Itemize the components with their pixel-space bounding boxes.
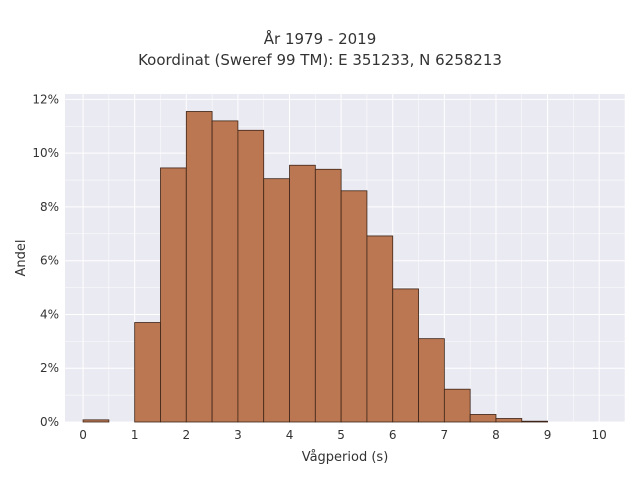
histogram-bar <box>82 419 110 423</box>
x-tick-label: 10 <box>592 428 607 442</box>
histogram-bar <box>366 235 394 423</box>
histogram-bar <box>495 418 523 423</box>
y-axis-label: Andel <box>14 240 29 277</box>
x-tick-label: 9 <box>544 428 552 442</box>
x-tick-label: 7 <box>441 428 449 442</box>
ticks: 0 1 2 3 4 5 6 7 8 9 10 0% 2% 4% 6% 8% 10% 12% <box>32 92 607 442</box>
y-tick-label: 10% <box>32 146 59 160</box>
chart-title-line-2: Koordinat (Sweref 99 TM): E 351233, N 62… <box>138 51 502 69</box>
y-tick-label: 8% <box>40 200 59 214</box>
y-tick-label: 4% <box>40 307 59 321</box>
histogram-bar <box>160 167 187 423</box>
y-tick-label: 12% <box>32 92 59 106</box>
bars <box>82 111 548 423</box>
histogram-bar <box>211 120 239 423</box>
histogram-bar <box>237 129 265 423</box>
y-tick-label: 2% <box>40 361 59 375</box>
x-tick-label: 2 <box>182 428 190 442</box>
histogram-bar <box>289 164 316 423</box>
x-tick-label: 0 <box>79 428 87 442</box>
chart-title-line-1: År 1979 - 2019 <box>263 30 377 48</box>
y-tick-label: 0% <box>40 415 59 429</box>
x-tick-label: 1 <box>131 428 139 442</box>
histogram-bar <box>521 420 548 423</box>
histogram-bar <box>340 190 368 423</box>
x-tick-label: 6 <box>389 428 397 442</box>
y-tick-label: 6% <box>40 254 59 268</box>
histogram-bar <box>392 288 419 423</box>
x-axis-label: Vågperiod (s) <box>302 450 389 465</box>
histogram-bar <box>263 178 290 423</box>
histogram-bar <box>418 338 445 423</box>
histogram-bar <box>185 111 213 423</box>
x-tick-label: 4 <box>286 428 294 442</box>
x-tick-label: 8 <box>492 428 500 442</box>
histogram-bar <box>443 388 471 423</box>
x-tick-label: 3 <box>234 428 242 442</box>
histogram-bar <box>314 168 342 423</box>
histogram-bar <box>134 322 161 423</box>
x-tick-label: 5 <box>337 428 345 442</box>
histogram-bar <box>469 414 497 423</box>
